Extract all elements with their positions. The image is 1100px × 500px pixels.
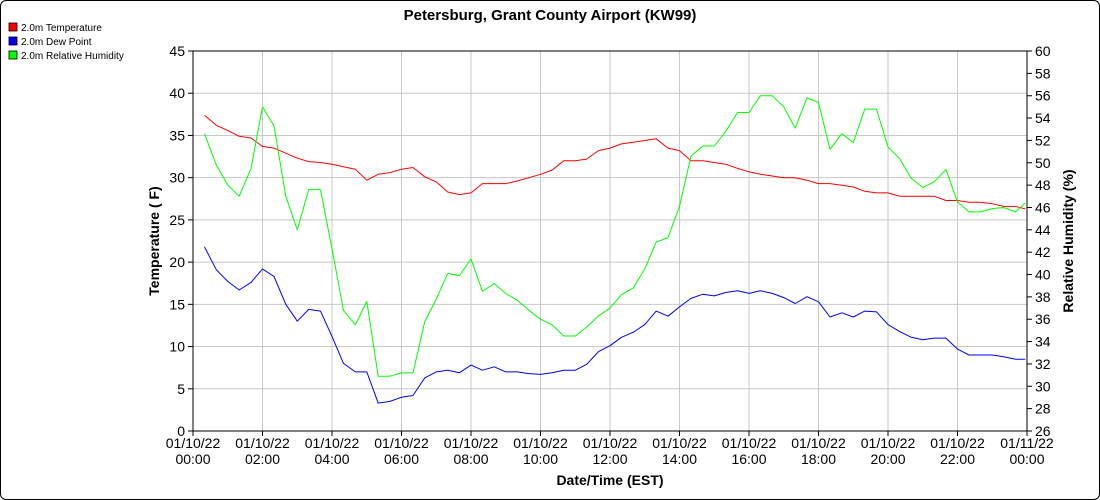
right-tick-label: 34 <box>1035 334 1051 350</box>
series-lines <box>204 95 1026 404</box>
x-tick-date: 01/10/22 <box>444 435 499 451</box>
left-tick-label: 30 <box>169 170 185 186</box>
left-tick-label: 15 <box>169 296 185 312</box>
x-tick-time: 10:00 <box>523 451 558 467</box>
x-tick-date: 01/10/22 <box>166 435 221 451</box>
right-tick-label: 40 <box>1035 267 1051 283</box>
right-tick-label: 44 <box>1035 222 1051 238</box>
left-tick-label: 5 <box>177 381 185 397</box>
x-tick-date: 01/10/22 <box>374 435 429 451</box>
x-axis-title: Date/Time (EST) <box>556 472 663 488</box>
x-tick-time: 16:00 <box>731 451 766 467</box>
left-tick-label: 0 <box>177 423 185 439</box>
chart-title: Petersburg, Grant County Airport (KW99) <box>404 7 697 24</box>
right-tick-label: 36 <box>1035 311 1051 327</box>
series-line-2-0m-temperature <box>204 114 1026 210</box>
right-tick-label: 50 <box>1035 155 1051 171</box>
right-tick-label: 42 <box>1035 244 1051 260</box>
x-tick-time: 00:00 <box>1009 451 1044 467</box>
left-tick-label: 20 <box>169 254 185 270</box>
x-tick-date: 01/10/22 <box>722 435 777 451</box>
right-axis-ticks: 26 28 30 32 34 36 38 40 42 44 46 48 50 52 54 56 58 60 <box>1027 43 1051 439</box>
legend-label: 2.0m Relative Humidity <box>21 51 124 62</box>
left-axis-title: Temperature ( F) <box>146 186 162 295</box>
left-tick-label: 40 <box>169 85 185 101</box>
x-tick-date: 01/10/22 <box>513 435 568 451</box>
x-axis-ticks: 01/10/2200:0001/10/2202:0001/10/2204:000… <box>166 431 1054 467</box>
left-axis-ticks: 0 5 10 15 20 25 30 35 40 45 <box>169 43 193 439</box>
x-tick-time: 06:00 <box>384 451 419 467</box>
x-tick-time: 00:00 <box>175 451 210 467</box>
x-tick-time: 02:00 <box>245 451 280 467</box>
legend-swatch <box>8 22 18 32</box>
legend-swatch <box>8 50 18 60</box>
x-tick-date: 01/11/22 <box>1000 435 1054 451</box>
right-tick-label: 52 <box>1035 132 1051 148</box>
left-tick-label: 35 <box>169 127 185 143</box>
legend-swatch <box>8 36 18 46</box>
x-tick-time: 08:00 <box>453 451 488 467</box>
legend-label: 2.0m Temperature <box>21 23 102 34</box>
right-tick-label: 48 <box>1035 177 1051 193</box>
x-tick-date: 01/10/22 <box>861 435 916 451</box>
legend-label: 2.0m Dew Point <box>21 37 92 48</box>
right-tick-label: 26 <box>1035 423 1051 439</box>
x-tick-date: 01/10/22 <box>930 435 985 451</box>
x-tick-time: 18:00 <box>801 451 836 467</box>
x-tick-date: 01/10/22 <box>791 435 846 451</box>
x-tick-time: 14:00 <box>662 451 697 467</box>
x-tick-date: 01/10/22 <box>235 435 290 451</box>
left-tick-label: 10 <box>169 339 185 355</box>
right-tick-label: 30 <box>1035 378 1051 394</box>
right-tick-label: 28 <box>1035 401 1051 417</box>
right-tick-label: 32 <box>1035 356 1051 372</box>
grid <box>193 51 1027 431</box>
right-tick-label: 58 <box>1035 65 1051 81</box>
left-tick-label: 25 <box>169 212 185 228</box>
right-tick-label: 56 <box>1035 88 1051 104</box>
x-tick-date: 01/10/22 <box>583 435 638 451</box>
right-tick-label: 46 <box>1035 199 1051 215</box>
x-tick-time: 20:00 <box>870 451 905 467</box>
right-tick-label: 60 <box>1035 43 1051 59</box>
x-tick-time: 22:00 <box>940 451 975 467</box>
right-tick-label: 38 <box>1035 289 1051 305</box>
x-tick-date: 01/10/22 <box>652 435 707 451</box>
series-line-2-0m-dew-point <box>204 246 1026 404</box>
right-axis-title: Relative Humidity (%) <box>1060 169 1076 312</box>
legend: 2.0m Temperature 2.0m Dew Point 2.0m Relat… <box>8 22 124 62</box>
x-tick-time: 12:00 <box>592 451 627 467</box>
right-tick-label: 54 <box>1035 110 1051 126</box>
x-tick-date: 01/10/22 <box>305 435 360 451</box>
left-tick-label: 45 <box>169 43 185 59</box>
x-tick-time: 04:00 <box>314 451 349 467</box>
series-line-2-0m-relative-humidity <box>204 95 1026 377</box>
